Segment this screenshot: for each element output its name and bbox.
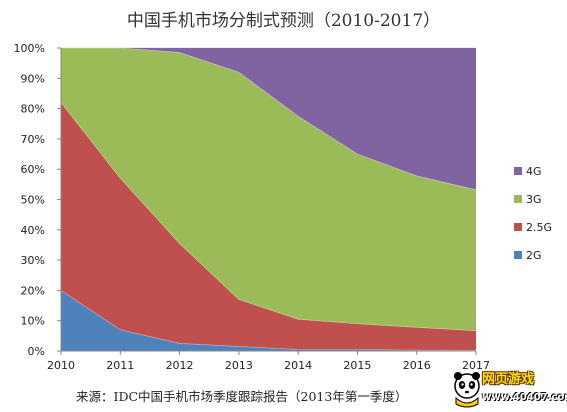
y-tick-label: 40% bbox=[21, 224, 45, 237]
x-tick-label: 2014 bbox=[284, 359, 312, 372]
chart-source: 来源：IDC中国手机市场季度跟踪报告（2013年第一季度） bbox=[76, 389, 408, 404]
legend-label-3g: 3G bbox=[526, 193, 542, 206]
area-series-2g bbox=[61, 290, 476, 351]
x-tick-labels: 2010 2011 2012 2013 2014 2015 2016 2017 bbox=[47, 359, 490, 372]
chart-title: 中国手机市场分制式预测（2010-2017） bbox=[126, 11, 441, 31]
legend-swatch-3g bbox=[514, 195, 522, 203]
y-tick-label: 50% bbox=[21, 194, 45, 207]
x-tick-label: 2013 bbox=[225, 359, 253, 372]
x-tick-label: 2010 bbox=[47, 359, 75, 372]
y-tick-label: 80% bbox=[21, 103, 45, 116]
y-tick-label: 30% bbox=[21, 254, 45, 267]
x-tick-label: 2012 bbox=[166, 359, 194, 372]
y-tick-label: 0% bbox=[28, 345, 45, 358]
legend-swatch-2g bbox=[514, 251, 522, 259]
x-tick-label: 2016 bbox=[403, 359, 431, 372]
legend: 4G 3G 2.5G 2G bbox=[514, 165, 552, 262]
legend-label-2-5g: 2.5G bbox=[526, 221, 552, 234]
y-tick-label: 90% bbox=[21, 72, 45, 85]
y-tick-label: 20% bbox=[21, 284, 45, 297]
y-tick-label: 100% bbox=[14, 42, 45, 55]
panda-mascot-icon bbox=[454, 372, 480, 408]
y-tick-label: 10% bbox=[21, 315, 45, 328]
axes bbox=[57, 47, 477, 355]
legend-label-4g: 4G bbox=[526, 165, 542, 178]
watermark-logo: 网页游戏 www.40407.com bbox=[452, 366, 567, 410]
watermark-title: 网页游戏 bbox=[482, 372, 535, 387]
legend-swatch-4g bbox=[514, 167, 522, 175]
area-series-2-5g bbox=[61, 102, 476, 351]
series-boundary bbox=[61, 47, 477, 191]
legend-label-2g: 2G bbox=[526, 249, 542, 262]
area-series bbox=[60, 47, 477, 351]
watermark-url: www.40407.com bbox=[482, 392, 567, 403]
area-series-4g bbox=[61, 48, 476, 190]
y-tick-labels: 0% 10% 20% 30% 40% 50% 60% 70% 80% 90% 100% bbox=[14, 42, 45, 358]
x-tick-label: 2011 bbox=[106, 359, 134, 372]
series-boundary bbox=[60, 290, 477, 351]
x-tick-label: 2015 bbox=[343, 359, 371, 372]
x-tick-label: 2017 bbox=[462, 359, 490, 372]
legend-swatch-2-5g bbox=[514, 223, 522, 231]
area-series-3g bbox=[61, 48, 476, 331]
y-tick-label: 60% bbox=[21, 163, 45, 176]
series-boundary bbox=[60, 102, 477, 332]
y-tick-label: 70% bbox=[21, 133, 45, 146]
